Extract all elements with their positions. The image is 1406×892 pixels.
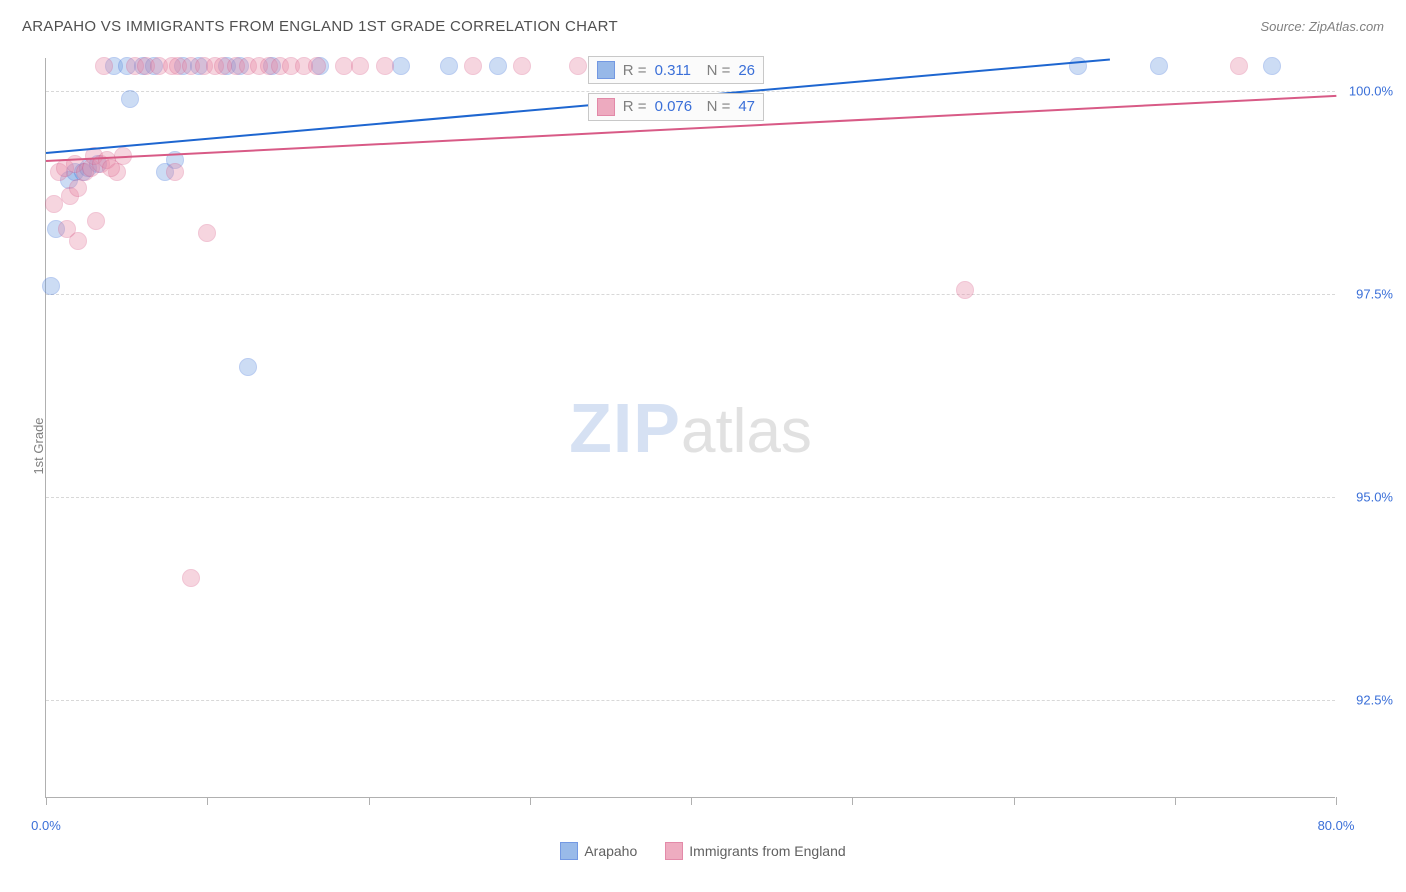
stats-n-value: 26: [738, 62, 755, 79]
data-point: [308, 57, 326, 75]
x-tick-label: 0.0%: [31, 818, 61, 833]
gridline: [46, 497, 1335, 498]
data-point: [121, 90, 139, 108]
data-point: [95, 57, 113, 75]
scatter-plot: ZIPatlas 92.5%95.0%97.5%100.0%0.0%80.0%R…: [45, 58, 1335, 798]
data-point: [166, 163, 184, 181]
watermark-atlas: atlas: [681, 397, 812, 466]
x-tick: [530, 797, 531, 805]
gridline: [46, 700, 1335, 701]
stats-r-value: 0.311: [655, 62, 699, 79]
gridline: [46, 294, 1335, 295]
data-point: [58, 220, 76, 238]
data-point: [87, 212, 105, 230]
legend-swatch-icon: [560, 842, 578, 860]
data-point: [351, 57, 369, 75]
gridline: [46, 91, 1335, 92]
data-point: [69, 179, 87, 197]
stats-box: R = 0.076 N = 47: [588, 93, 764, 121]
x-tick: [691, 797, 692, 805]
chart-header: ARAPAHO VS IMMIGRANTS FROM ENGLAND 1ST G…: [22, 18, 1384, 35]
data-point: [182, 569, 200, 587]
legend-item-england: Immigrants from England: [665, 842, 845, 860]
x-tick: [1336, 797, 1337, 805]
x-tick: [369, 797, 370, 805]
data-point: [440, 57, 458, 75]
x-tick: [1175, 797, 1176, 805]
data-point: [489, 57, 507, 75]
stats-n-value: 47: [738, 98, 755, 115]
y-tick-label: 97.5%: [1356, 286, 1393, 301]
chart-source: Source: ZipAtlas.com: [1260, 19, 1384, 34]
x-tick: [46, 797, 47, 805]
x-tick: [207, 797, 208, 805]
legend-swatch-icon: [665, 842, 683, 860]
x-tick: [1014, 797, 1015, 805]
stats-swatch-icon: [597, 61, 615, 79]
legend-item-arapaho: Arapaho: [560, 842, 637, 860]
data-point: [1263, 57, 1281, 75]
data-point: [464, 57, 482, 75]
legend-label: Immigrants from England: [689, 843, 845, 859]
data-point: [1230, 57, 1248, 75]
data-point: [239, 358, 257, 376]
y-tick-label: 92.5%: [1356, 693, 1393, 708]
stats-swatch-icon: [597, 98, 615, 116]
data-point: [376, 57, 394, 75]
stats-r-label: R =: [623, 62, 647, 79]
stats-r-label: R =: [623, 98, 647, 115]
data-point: [45, 195, 63, 213]
watermark-zip: ZIP: [569, 389, 681, 467]
chart-title: ARAPAHO VS IMMIGRANTS FROM ENGLAND 1ST G…: [22, 18, 618, 35]
stats-n-label: N =: [707, 62, 731, 79]
legend: Arapaho Immigrants from England: [0, 842, 1406, 860]
y-tick-label: 95.0%: [1356, 490, 1393, 505]
data-point: [102, 159, 120, 177]
stats-box: R = 0.311 N = 26: [588, 56, 764, 84]
stats-r-value: 0.076: [655, 98, 699, 115]
data-point: [392, 57, 410, 75]
y-tick-label: 100.0%: [1349, 83, 1393, 98]
x-tick-label: 80.0%: [1318, 818, 1355, 833]
data-point: [956, 281, 974, 299]
stats-n-label: N =: [707, 98, 731, 115]
data-point: [513, 57, 531, 75]
x-tick: [852, 797, 853, 805]
data-point: [198, 224, 216, 242]
data-point: [1150, 57, 1168, 75]
y-axis-label: 1st Grade: [31, 417, 46, 474]
data-point: [42, 277, 60, 295]
legend-label: Arapaho: [584, 843, 637, 859]
watermark: ZIPatlas: [569, 388, 812, 468]
data-point: [569, 57, 587, 75]
